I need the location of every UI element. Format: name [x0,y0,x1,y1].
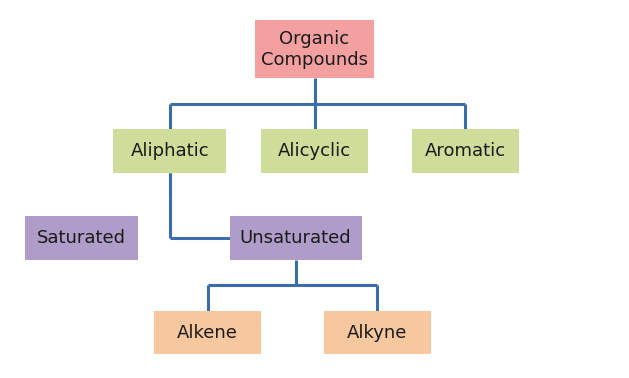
Text: Alkene: Alkene [177,324,238,342]
FancyBboxPatch shape [113,129,226,173]
FancyBboxPatch shape [154,311,261,355]
FancyBboxPatch shape [230,216,362,260]
Text: Unsaturated: Unsaturated [240,229,352,247]
Text: Organic
Compounds: Organic Compounds [261,30,368,68]
FancyBboxPatch shape [324,311,431,355]
Text: Saturated: Saturated [37,229,126,247]
FancyBboxPatch shape [255,20,374,79]
FancyBboxPatch shape [25,216,138,260]
FancyBboxPatch shape [261,129,368,173]
Text: Aliphatic: Aliphatic [131,142,209,160]
Text: Aromatic: Aromatic [425,142,506,160]
Text: Alkyne: Alkyne [347,324,408,342]
FancyBboxPatch shape [412,129,519,173]
Text: Alicyclic: Alicyclic [278,142,351,160]
